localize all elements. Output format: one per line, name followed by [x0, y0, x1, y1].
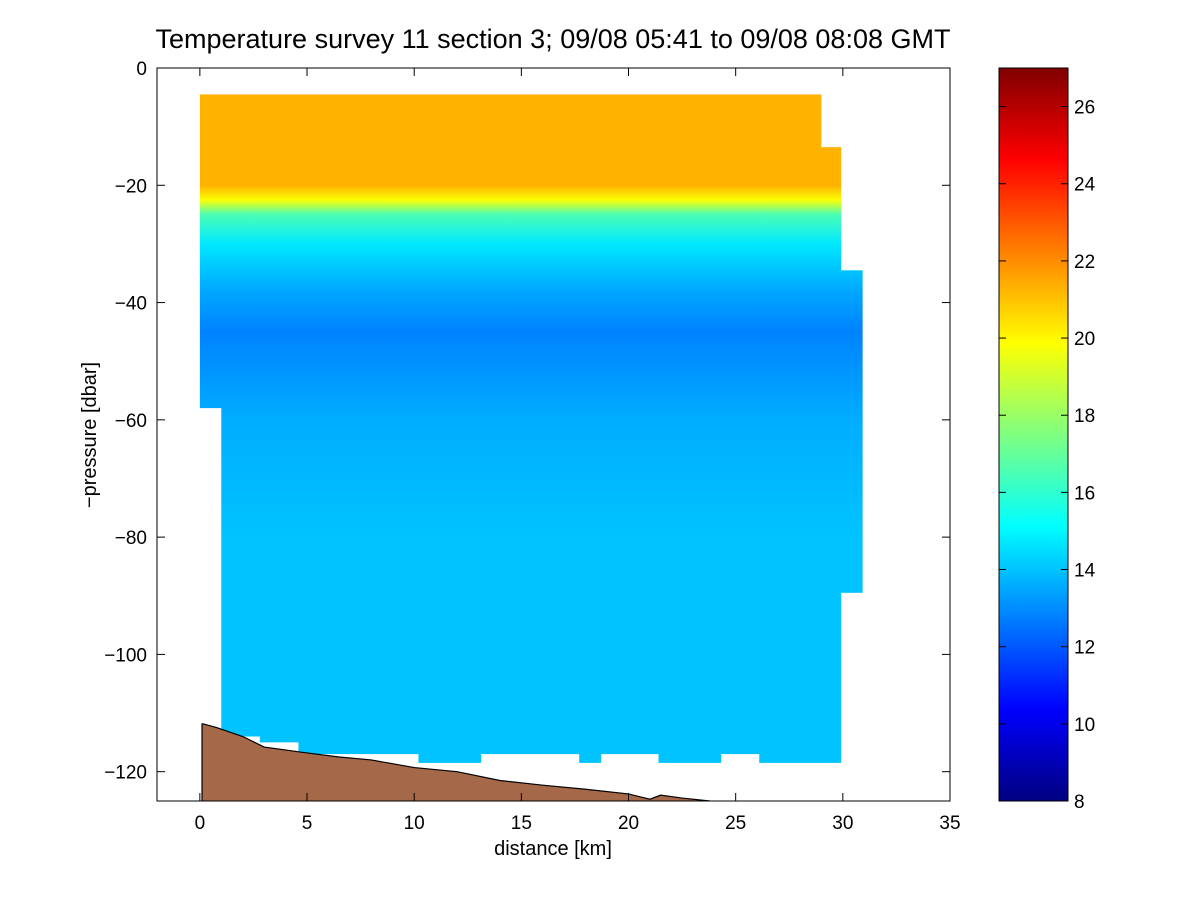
colorbar-tick-label: 20: [1074, 329, 1095, 350]
x-tick-label: 35: [939, 813, 960, 834]
x-tick-label: 30: [832, 813, 853, 834]
x-tick-label: 5: [302, 813, 313, 834]
y-axis-label: −pressure [dbar]: [79, 362, 101, 508]
temperature-data-column: [579, 94, 602, 763]
plot-area: 0 5 10 15 20 25 30 35 0 −20 −40 −60 −80 −100 −120: [104, 59, 960, 834]
colorbar: 8 10 12 14 16 18 20 22 24 26: [998, 67, 1096, 813]
temperature-data-column: [298, 94, 419, 755]
y-tick-label: 0: [136, 59, 147, 80]
x-tick-label: 15: [511, 813, 532, 834]
y-tick-label: −40: [115, 294, 147, 315]
temperature-data-column: [418, 94, 482, 763]
colorbar-tick-label: 8: [1074, 792, 1085, 813]
x-tick-label: 20: [618, 813, 639, 834]
temperature-data-column: [720, 94, 760, 755]
seafloor-bathymetry: [201, 723, 711, 801]
colorbar-tick-label: 10: [1074, 715, 1095, 736]
y-tick-label: −100: [104, 645, 147, 666]
x-tick-label: 0: [195, 813, 206, 834]
colorbar-tick-label: 12: [1074, 638, 1095, 659]
temperature-data-column: [821, 94, 842, 763]
colorbar-gradient: [998, 67, 1069, 802]
y-tick-label: −80: [115, 528, 147, 549]
x-tick-label: 10: [404, 813, 425, 834]
y-tick-label: −120: [104, 763, 147, 784]
temperature-field: [199, 93, 863, 763]
temperature-data-column: [600, 94, 660, 755]
x-axis-ticks: 0 5 10 15 20 25 30 35: [195, 68, 961, 834]
colorbar-tick-label: 14: [1074, 561, 1096, 582]
colorbar-tick-label: 26: [1074, 98, 1095, 119]
colorbar-tick-label: 22: [1074, 252, 1095, 273]
seafloor-area: [202, 723, 710, 801]
colorbar-tick-label: 18: [1074, 406, 1095, 427]
temperature-data-column: [221, 94, 261, 737]
y-tick-label: −20: [115, 176, 147, 197]
seafloor-outline: [201, 723, 711, 801]
x-axis-label: distance [km]: [494, 838, 612, 860]
temperature-data-column: [259, 94, 299, 743]
temperature-data-column: [840, 270, 863, 593]
no-data-notch: [821, 93, 842, 148]
colorbar-tick-label: 16: [1074, 483, 1095, 504]
colorbar-tick-label: 24: [1074, 175, 1096, 196]
x-tick-label: 25: [725, 813, 746, 834]
y-tick-label: −60: [115, 411, 147, 432]
temperature-data-column: [658, 94, 722, 763]
chart-title: Temperature survey 11 section 3; 09/08 0…: [156, 24, 951, 54]
temperature-data-column: [759, 94, 822, 763]
plot-frame: [156, 67, 951, 802]
temperature-data-column: [480, 94, 580, 755]
y-axis-ticks: 0 −20 −40 −60 −80 −100 −120: [104, 59, 950, 784]
temperature-data-column: [199, 94, 222, 409]
colorbar-ticks: 8 10 12 14 16 18 20 22 24 26: [999, 98, 1096, 813]
